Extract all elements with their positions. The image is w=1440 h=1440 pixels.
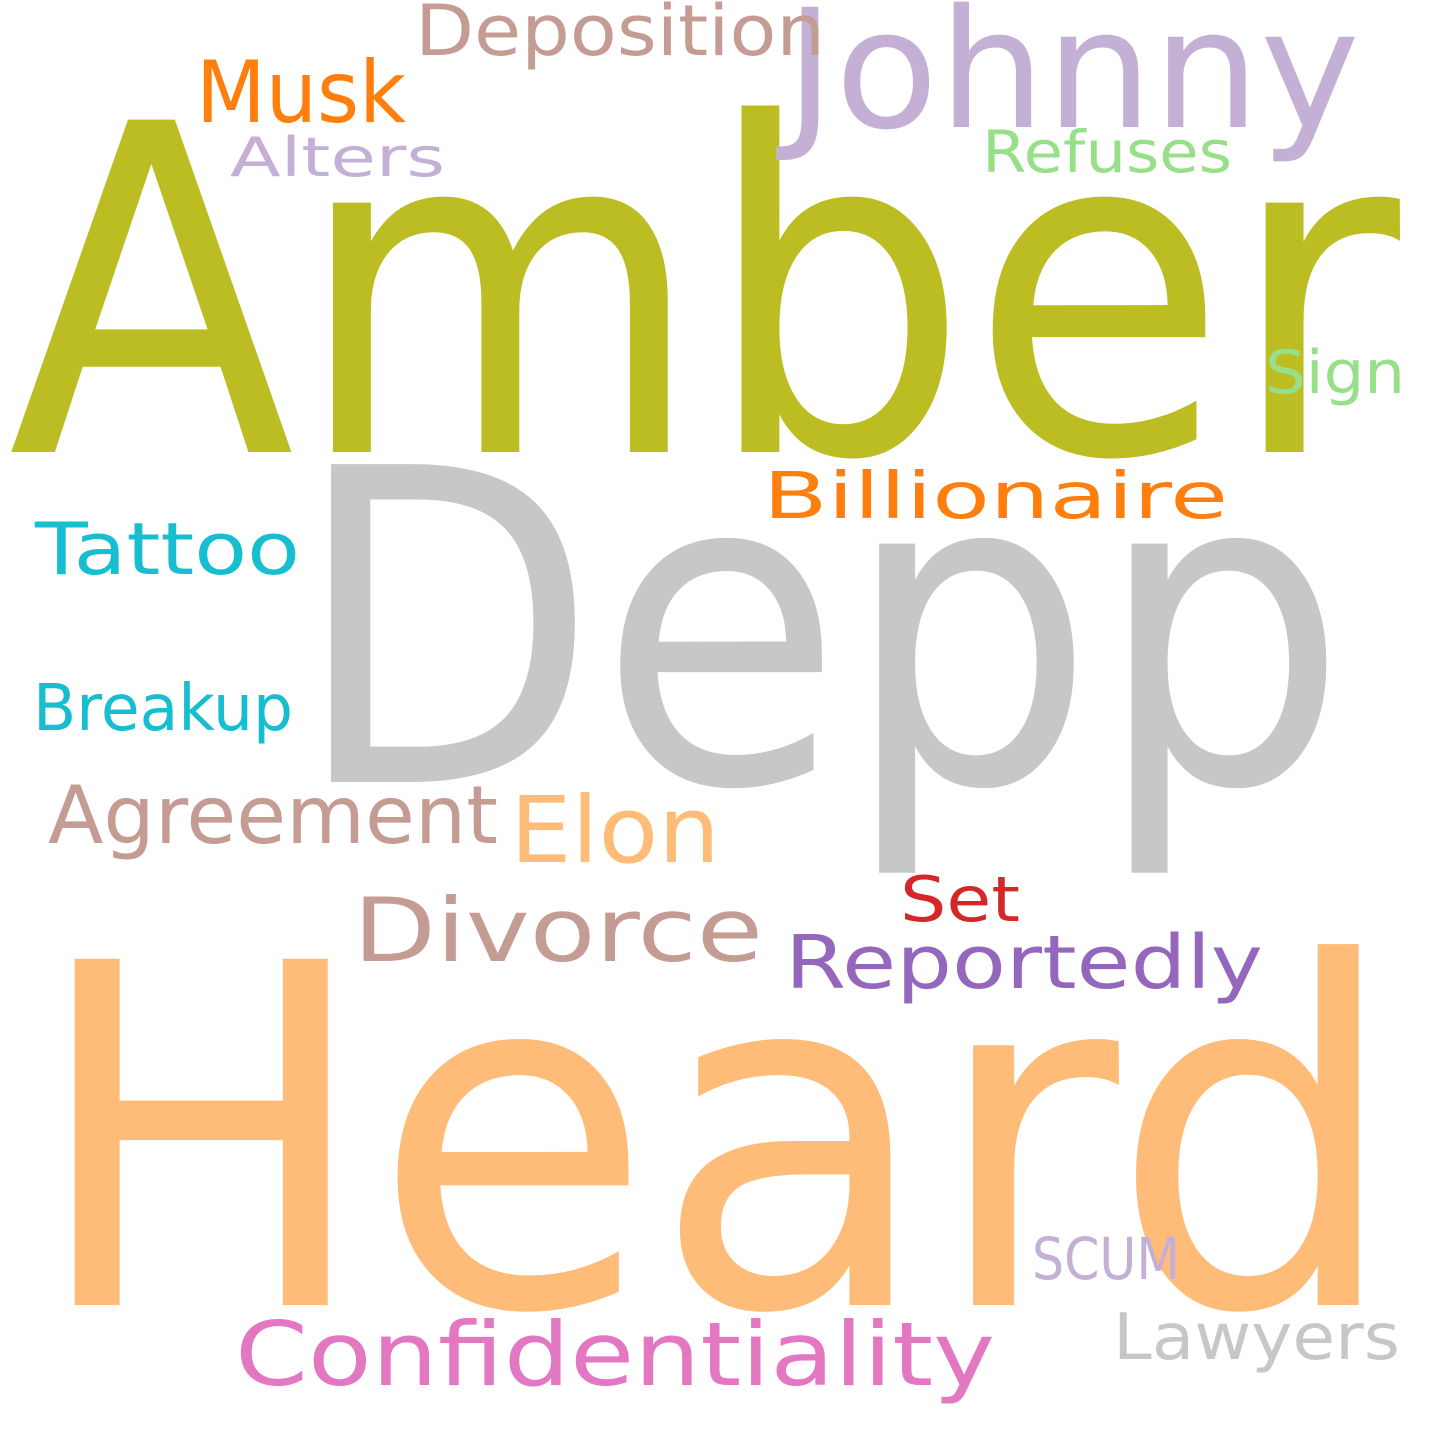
word-billionaire: Billionaire (763, 460, 1228, 534)
word-lawyers: Lawyers (1113, 1301, 1400, 1375)
word-alters: Alters (230, 126, 445, 189)
word-scum: SCUM (1032, 1225, 1180, 1293)
word-deposition: Deposition (415, 0, 825, 72)
word-elon: Elon (510, 777, 720, 884)
word-divorce: Divorce (353, 879, 763, 982)
word-confidentiality: Confidentiality (235, 1303, 995, 1406)
word-refuses: Refuses (982, 118, 1232, 186)
word-reportedly: Reportedly (785, 920, 1263, 1006)
word-breakup: Breakup (33, 672, 293, 746)
word-sign: Sign (1265, 338, 1405, 408)
word-tattoo: Tattoo (34, 507, 300, 591)
word-agreement: Agreement (48, 769, 498, 862)
